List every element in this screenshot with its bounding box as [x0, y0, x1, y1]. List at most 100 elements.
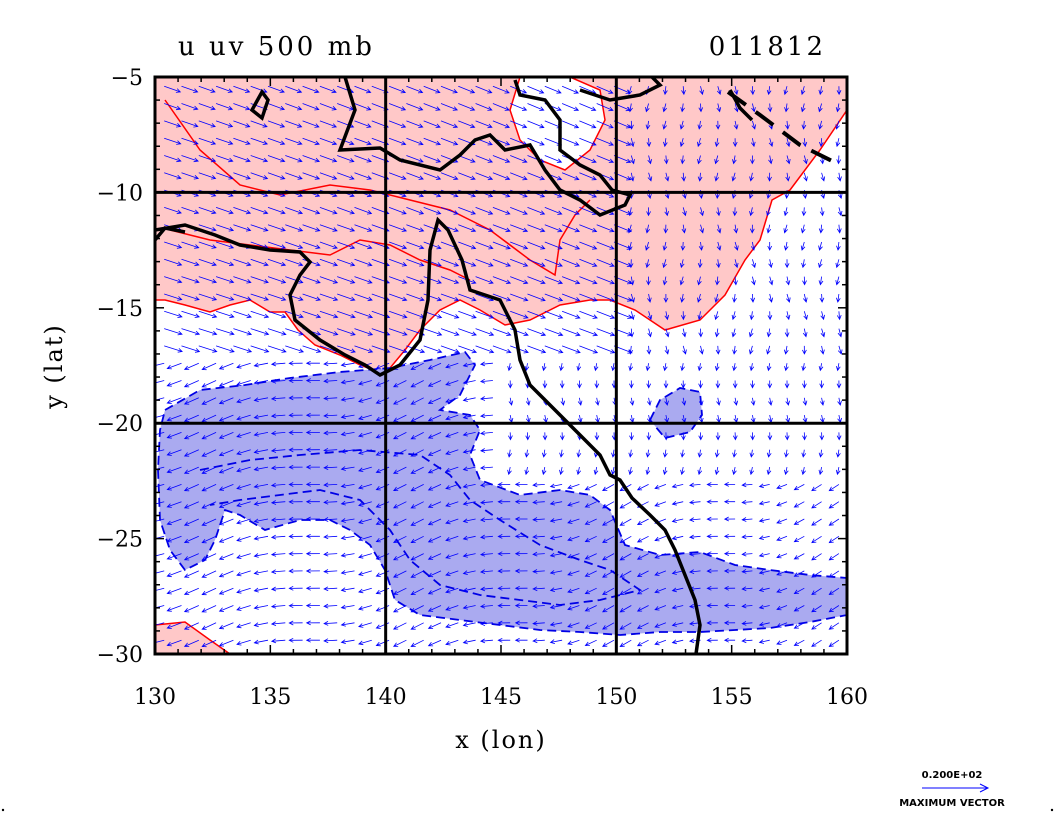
- wind-vector: [233, 310, 252, 319]
- wind-vector: [423, 345, 443, 354]
- wind-vector: [183, 362, 199, 370]
- wind-vector: [445, 397, 459, 403]
- wind-vector: [319, 224, 338, 232]
- wind-vector: [267, 172, 286, 180]
- wind-vector: [544, 224, 563, 233]
- wind-vector: [568, 658, 579, 662]
- wind-vector: [393, 553, 407, 561]
- wind-vector: [549, 639, 563, 644]
- wind-vector: [323, 378, 338, 384]
- wind-vector: [715, 276, 720, 286]
- wind-vector: [497, 551, 511, 557]
- wind-vector: [354, 155, 372, 163]
- wind-vector: [594, 432, 600, 441]
- wind-vector: [164, 258, 183, 266]
- wind-vector: [458, 103, 476, 111]
- wind-vector: [619, 501, 632, 509]
- wind-vector: [645, 224, 651, 234]
- wind-vector: [250, 328, 270, 336]
- wind-vector: [561, 137, 580, 146]
- wind-vector: [785, 138, 791, 148]
- wind-vector: [741, 638, 753, 644]
- wind-vector: [285, 207, 304, 215]
- wind-vector: [802, 328, 808, 338]
- wind-vector: [323, 482, 338, 488]
- wind-vector: [480, 361, 493, 367]
- wind-vector: [699, 86, 704, 96]
- wind-vector: [406, 155, 424, 163]
- wind-vector: [410, 380, 424, 388]
- wind-vector: [619, 570, 632, 578]
- wind-vector: [388, 328, 408, 336]
- wind-vector: [445, 432, 459, 438]
- wind-vector: [706, 568, 718, 574]
- wind-vector: [783, 345, 789, 355]
- wind-vector: [714, 328, 720, 338]
- wind-vector: [183, 432, 199, 440]
- wind-vector: [549, 500, 563, 506]
- wind-vector: [337, 155, 355, 163]
- wind-vector: [305, 360, 320, 366]
- wind-vector: [654, 570, 667, 576]
- chart-title-left: u uv 500 mb: [178, 32, 375, 62]
- wind-vector: [714, 155, 719, 165]
- wind-vector: [406, 258, 425, 267]
- wind-vector: [619, 587, 632, 596]
- wind-vector: [636, 553, 649, 560]
- wind-vector: [354, 345, 374, 353]
- wind-vector: [527, 310, 547, 319]
- wind-vector: [267, 258, 287, 267]
- wind-vector: [681, 224, 687, 234]
- wind-vector: [270, 482, 286, 488]
- wind-vector: [462, 604, 476, 610]
- wind-vector: [714, 172, 720, 182]
- wind-vector: [549, 518, 563, 523]
- wind-vector: [662, 276, 668, 286]
- wind-vector: [406, 103, 424, 111]
- wind-vector: [793, 605, 805, 612]
- wind-vector: [323, 430, 338, 436]
- wind-vector: [458, 85, 476, 94]
- wind-vector: [181, 137, 199, 145]
- wind-vector: [406, 224, 425, 232]
- wind-vector: [164, 155, 182, 163]
- wind-vector: [803, 311, 808, 321]
- wind-vector: [236, 449, 251, 456]
- wind-vector: [164, 328, 183, 336]
- wind-vector: [337, 276, 356, 284]
- wind-vector: [689, 569, 701, 574]
- wind-vector: [480, 396, 493, 401]
- wind-vector: [285, 224, 304, 232]
- wind-vector: [835, 259, 840, 269]
- wind-vector: [479, 413, 493, 419]
- wind-vector: [458, 293, 477, 302]
- wind-vector: [671, 483, 684, 489]
- wind-vector: [836, 311, 842, 321]
- wind-vector: [800, 241, 806, 251]
- wind-vector: [801, 449, 807, 458]
- wind-vector: [354, 328, 374, 336]
- wind-vector: [784, 103, 789, 113]
- wind-vector: [267, 345, 287, 353]
- wind-vector: [319, 85, 337, 94]
- wind-vector: [497, 637, 511, 643]
- wind-vector: [532, 569, 545, 574]
- wind-vector: [375, 622, 390, 629]
- wind-vector: [679, 138, 685, 148]
- wind-vector: [646, 207, 651, 217]
- wind-vector: [302, 120, 320, 128]
- wind-vector: [285, 241, 304, 249]
- wind-vector: [319, 310, 339, 319]
- wind-vector: [602, 639, 615, 647]
- wind-vector: [305, 447, 320, 453]
- wind-vector: [358, 570, 372, 576]
- wind-vector: [388, 85, 407, 94]
- wind-vector: [358, 639, 372, 646]
- x-tick-label: 155: [711, 685, 753, 710]
- wind-vector: [270, 500, 286, 505]
- wind-vector: [766, 328, 772, 338]
- wind-vector: [663, 449, 668, 458]
- wind-vector: [584, 570, 597, 577]
- wind-vector: [497, 516, 511, 522]
- wind-vector: [406, 293, 425, 302]
